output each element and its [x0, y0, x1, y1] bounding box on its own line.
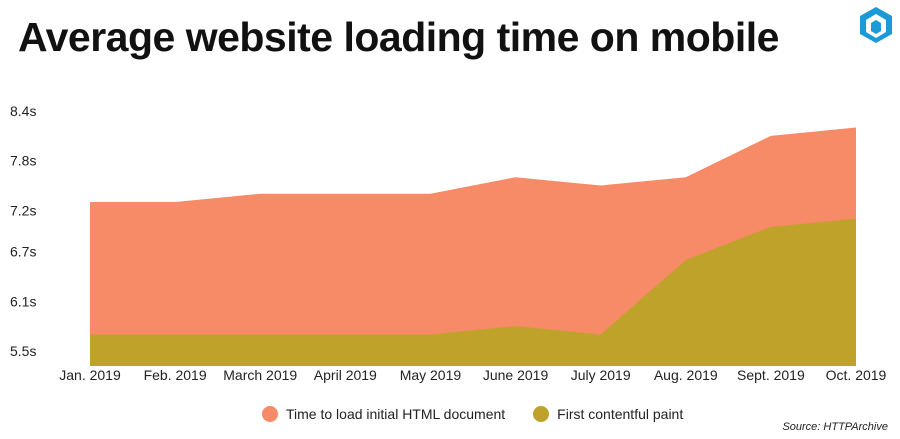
legend-item-html-load: Time to load initial HTML document: [262, 406, 505, 422]
x-tick-label: Sept. 2019: [737, 367, 805, 383]
legend-label-fcp: First contentful paint: [557, 406, 684, 422]
x-tick-label: Oct. 2019: [826, 367, 887, 383]
source-note: Source: HTTPArchive: [782, 421, 888, 433]
x-tick-label: Jan. 2019: [59, 367, 121, 383]
y-tick-label: 7.8s: [10, 153, 36, 169]
area-series-fcp: [90, 218, 856, 366]
y-tick-label: 6.1s: [10, 293, 36, 309]
y-tick-label: 8.4s: [10, 103, 36, 119]
legend: Time to load initial HTML document First…: [262, 406, 711, 422]
y-tick-label: 5.5s: [10, 343, 36, 359]
legend-label-html-load: Time to load initial HTML document: [286, 406, 506, 422]
x-axis-ticks: Jan. 2019 Feb. 2019 March 2019 April 2019 Ma…: [59, 367, 886, 383]
x-tick-label: Feb. 2019: [144, 367, 207, 383]
chart-title: Average website loading time on mobile: [18, 14, 779, 60]
y-tick-label: 6.7s: [10, 244, 36, 260]
area-chart: 5.5s 6.1s 6.7s 7.2s 7.8s 8.4s Jan. 2019 Feb. 2…: [10, 103, 887, 383]
x-tick-label: May 2019: [400, 367, 462, 383]
x-tick-label: June 2019: [483, 367, 549, 383]
legend-swatch-html-load: [262, 406, 278, 422]
cube-logo-icon: [860, 7, 892, 43]
x-tick-label: Aug. 2019: [654, 367, 718, 383]
x-tick-label: July 2019: [571, 367, 631, 383]
y-axis-ticks: 5.5s 6.1s 6.7s 7.2s 7.8s 8.4s: [10, 103, 36, 359]
x-tick-label: March 2019: [223, 367, 297, 383]
x-tick-label: April 2019: [314, 367, 377, 383]
y-tick-label: 7.2s: [10, 202, 36, 218]
legend-item-fcp: First contentful paint: [533, 406, 683, 422]
legend-swatch-fcp: [533, 406, 550, 422]
chart-areas: [90, 127, 856, 366]
